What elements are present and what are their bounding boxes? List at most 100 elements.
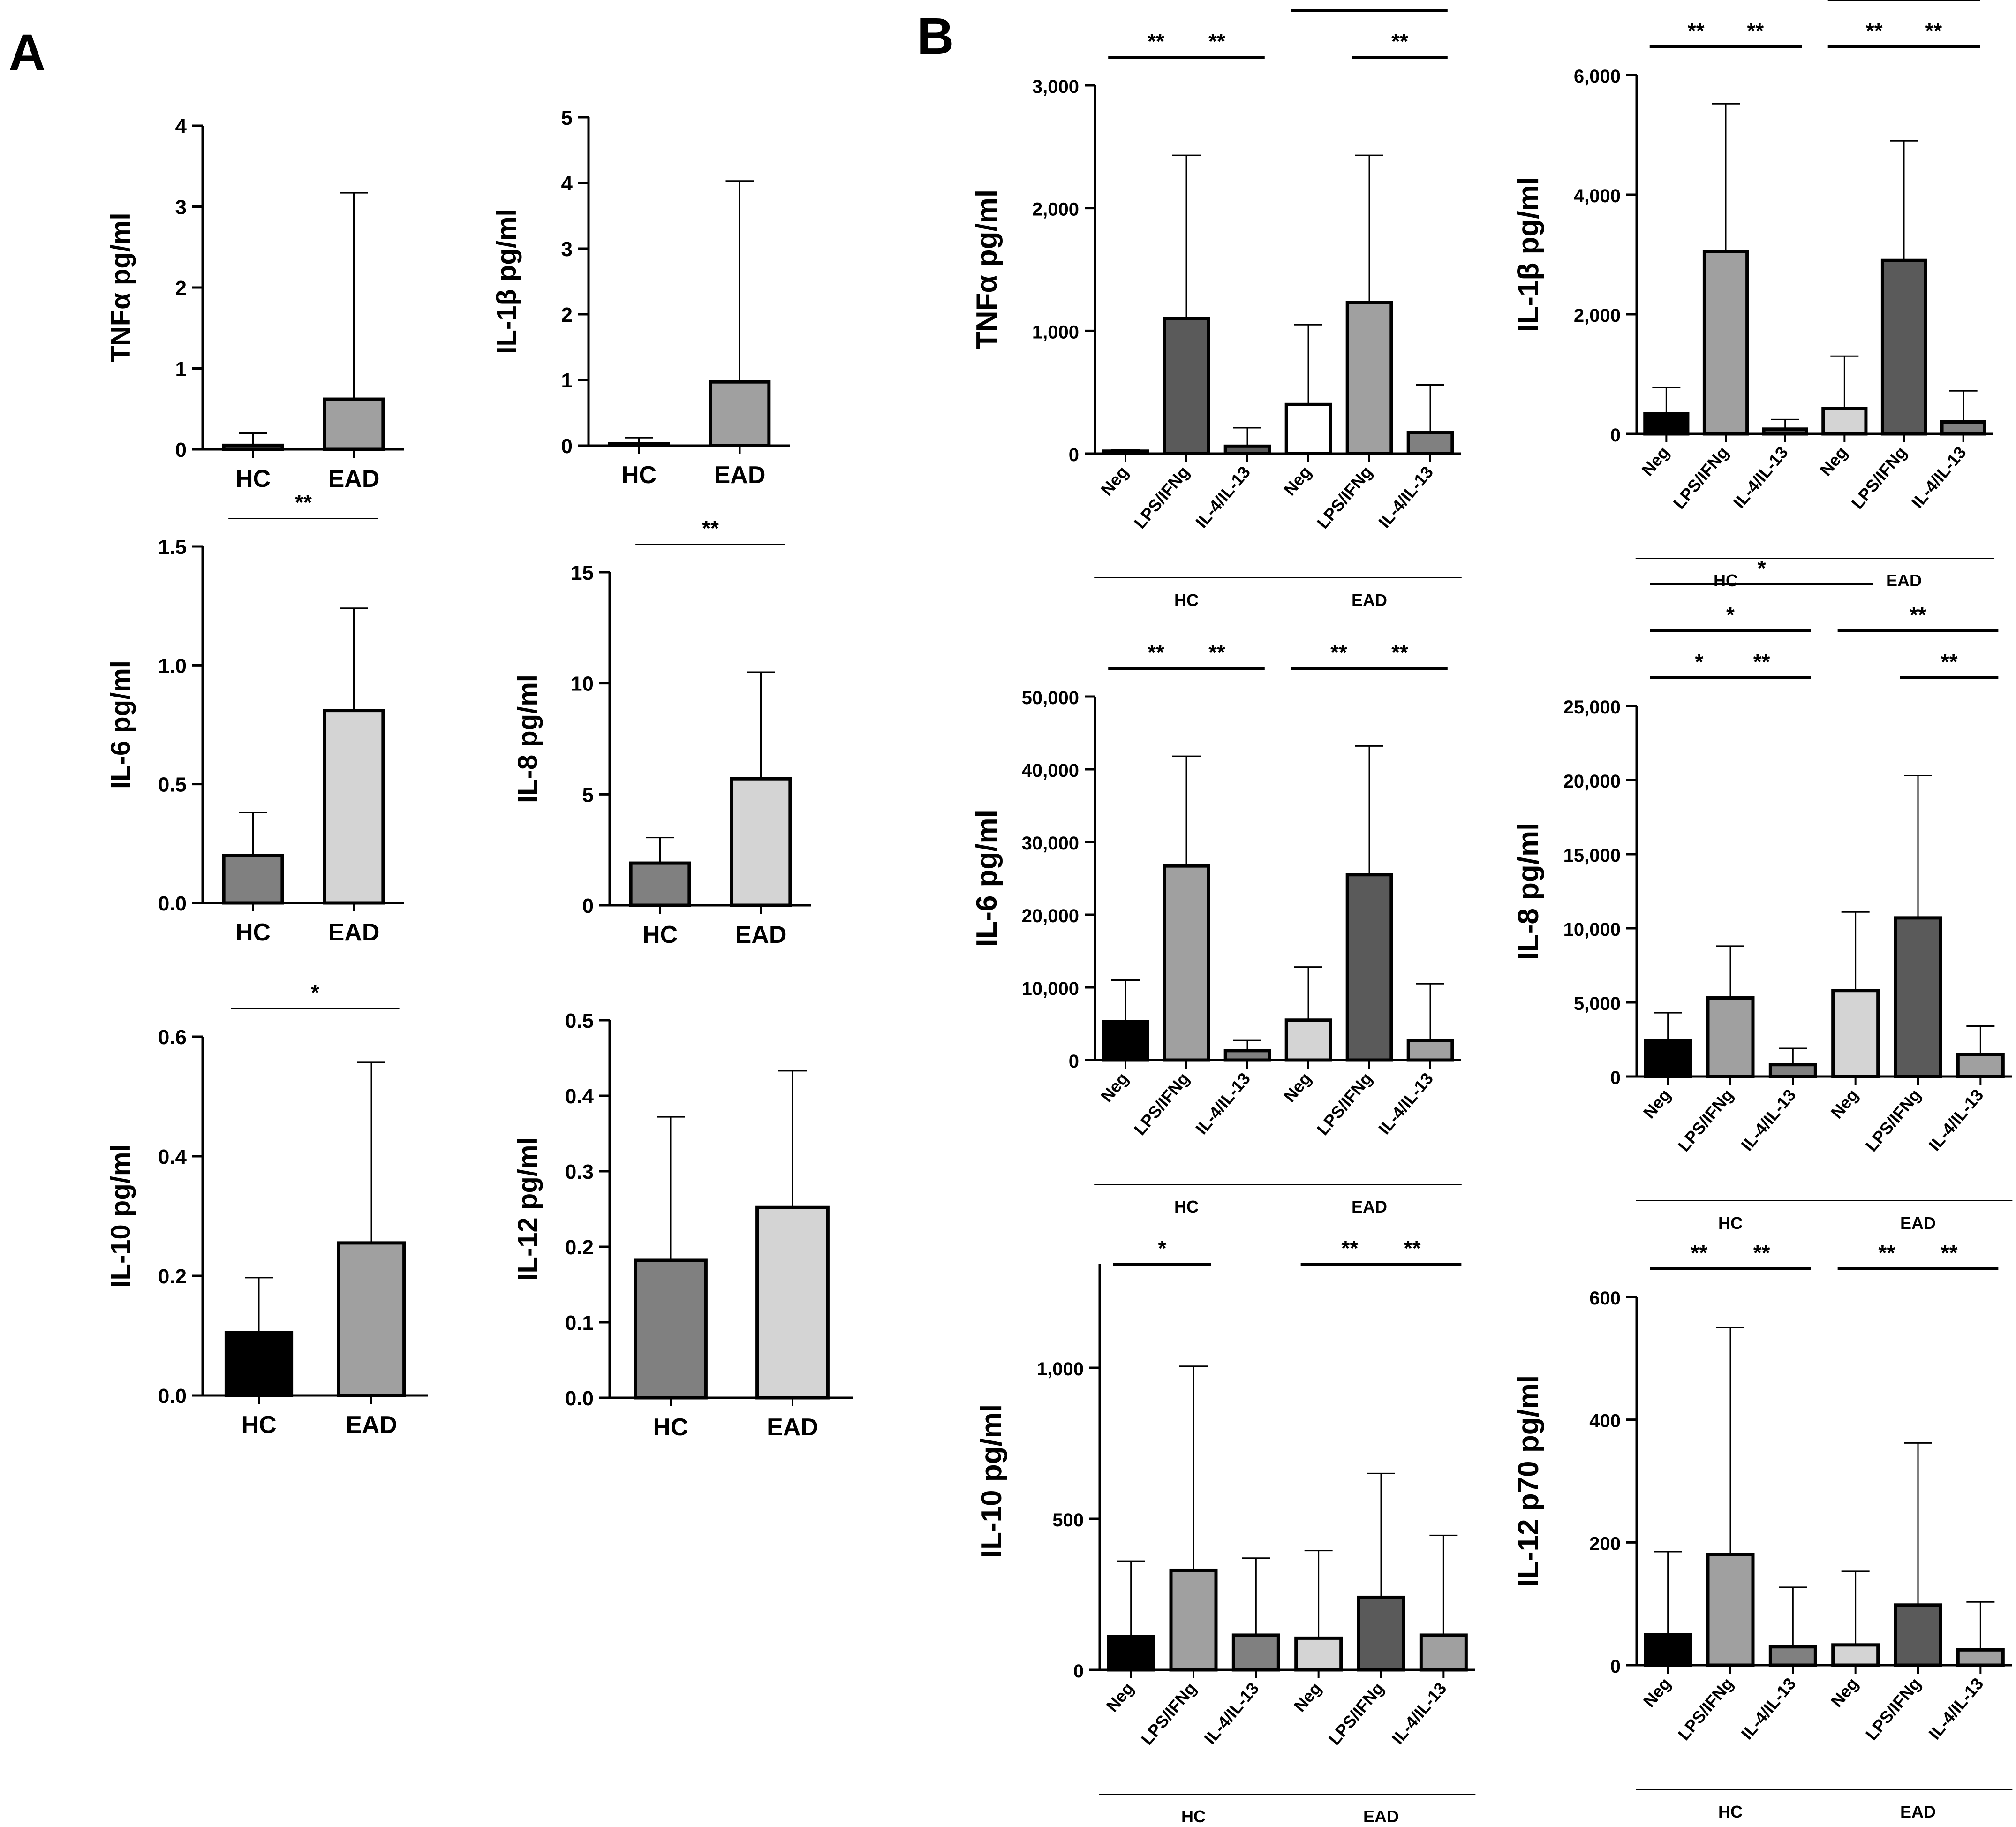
y-tick-label: 200 [1589, 1533, 1621, 1554]
y-tick-label: 0 [1073, 1661, 1084, 1682]
y-tick-label: 0 [1610, 425, 1621, 446]
bar [1345, 301, 1393, 455]
chart-a3: 0.0 0.5 1.0 1.5 HC EAD IL-6 pg/ml ** [106, 490, 404, 946]
x-tick-label: LPS/IFNg [1325, 1679, 1388, 1749]
x-tick-label: EAD [767, 1414, 818, 1441]
x-tick-label: EAD [346, 1411, 397, 1439]
bar [1223, 1049, 1271, 1062]
significance-label: ** [1941, 650, 1958, 674]
bar [1762, 427, 1808, 436]
bar [224, 1331, 294, 1397]
chart-a5: 0.0 0.2 0.4 0.6 HC EAD IL-10 pg/ml * [106, 980, 428, 1439]
y-tick-label: 0.4 [158, 1145, 187, 1168]
x-tick-label: HC [621, 462, 657, 489]
significance-label: ** [1747, 19, 1764, 43]
bar [1821, 407, 1868, 436]
group-label: EAD [1352, 591, 1387, 610]
bar [709, 380, 771, 447]
group-label: HC [1718, 1802, 1743, 1821]
x-tick-label: HC [642, 921, 678, 948]
bar [323, 709, 385, 905]
y-axis-label: TNFα pg/ml [106, 212, 136, 362]
y-tick-label: 0 [1610, 1656, 1621, 1677]
x-tick-label: EAD [328, 465, 380, 493]
significance-label: ** [1404, 1236, 1421, 1260]
y-tick-label: 50,000 [1022, 688, 1079, 708]
y-tick-label: 0.6 [158, 1026, 187, 1049]
y-tick-label: 3 [561, 238, 573, 261]
x-tick-label: IL-4/IL-13 [1192, 462, 1254, 531]
significance-label: ** [1688, 19, 1705, 43]
y-tick-label: 40,000 [1022, 760, 1079, 781]
x-tick-label: LPS/IFNg [1313, 1069, 1376, 1139]
y-tick-label: 4 [561, 172, 573, 195]
y-tick-label: 10,000 [1563, 919, 1621, 940]
significance-label: ** [1925, 19, 1942, 43]
significance-label: ** [295, 490, 312, 515]
x-tick-label: IL-4/IL-13 [1388, 1679, 1450, 1748]
chart-a1: 0 1 2 3 4 HC EAD TNFα pg/ml [106, 115, 404, 493]
y-tick-label: 1,000 [1032, 322, 1079, 342]
bar [222, 443, 284, 451]
x-tick-label: LPS/IFNg [1130, 1069, 1193, 1139]
y-tick-label: 3,000 [1032, 76, 1079, 97]
significance-label: ** [1878, 1241, 1895, 1265]
x-tick-label: IL-4/IL-13 [1200, 1679, 1262, 1748]
significance-label: ** [1753, 650, 1770, 674]
y-tick-label: 25,000 [1563, 697, 1621, 718]
x-tick-label: LPS/IFNg [1862, 1085, 1925, 1155]
y-tick-label: 0.0 [158, 892, 187, 915]
y-tick-label: 0 [175, 439, 187, 462]
y-axis-label: IL-12 p70 pg/ml [1512, 1375, 1545, 1587]
significance-label: * [1726, 603, 1735, 627]
significance-label: ** [1148, 640, 1164, 665]
y-tick-label: 0.5 [565, 1009, 594, 1032]
significance-label: * [1695, 650, 1703, 674]
x-tick-label: Neg [1827, 1085, 1862, 1122]
y-tick-label: 500 [1052, 1510, 1084, 1531]
bar [1706, 1553, 1755, 1667]
y-tick-label: 0.4 [565, 1085, 594, 1108]
y-tick-label: 0.2 [158, 1265, 187, 1288]
y-tick-label: 0 [1069, 1051, 1079, 1072]
y-tick-label: 5 [582, 783, 594, 806]
x-tick-label: Neg [1639, 1085, 1675, 1122]
y-axis-label: IL-8 pg/ml [1512, 823, 1545, 960]
significance-label: * [1158, 1236, 1166, 1260]
x-tick-label: LPS/IFNg [1313, 462, 1376, 532]
significance-label: * [1758, 556, 1766, 580]
bar [608, 442, 670, 447]
bar [1284, 1018, 1332, 1062]
x-tick-label: IL-4/IL-13 [1192, 1069, 1254, 1138]
x-tick-label: LPS/IFNg [1137, 1679, 1200, 1749]
y-tick-label: 1 [561, 369, 573, 392]
x-tick-label: HC [235, 919, 271, 946]
charts-group: 0 1 2 3 4 HC EAD TNFα pg/ml 0 1 2 3 4 5 HC EAD IL-1β pg/… [106, 0, 2013, 1826]
group-label: EAD [1363, 1807, 1399, 1826]
y-tick-label: 2,000 [1574, 305, 1621, 326]
bar [1163, 317, 1210, 455]
significance-label: ** [1910, 603, 1926, 627]
x-tick-label: IL-4/IL-13 [1737, 1674, 1799, 1743]
y-tick-label: 0.1 [565, 1311, 594, 1334]
bar [1644, 1039, 1692, 1078]
x-tick-label: HC [235, 465, 271, 493]
bar [1357, 1595, 1405, 1672]
bar [1831, 989, 1880, 1078]
bar [1956, 1053, 2005, 1078]
y-tick-label: 0 [561, 435, 573, 458]
y-tick-label: 20,000 [1022, 906, 1079, 926]
x-tick-label: Neg [1638, 443, 1673, 479]
significance-label: ** [1941, 1241, 1958, 1265]
y-axis-label: IL-6 pg/ml [106, 660, 136, 789]
significance-label: ** [1330, 640, 1347, 665]
y-axis-label: IL-1β pg/ml [1512, 177, 1545, 332]
y-tick-label: 1.0 [158, 654, 187, 677]
bar [1406, 431, 1454, 455]
y-tick-label: 2 [561, 303, 573, 326]
significance-label: ** [1148, 29, 1164, 53]
bar [1169, 1568, 1218, 1672]
x-tick-label: IL-4/IL-13 [1374, 462, 1437, 531]
